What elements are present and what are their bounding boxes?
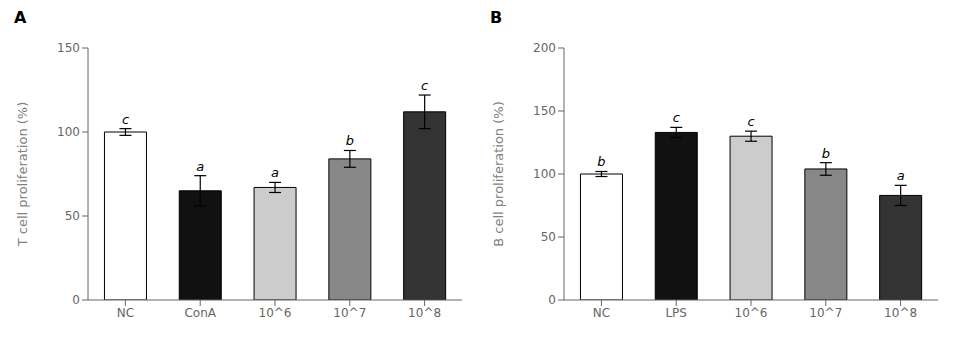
svg-text:50: 50 — [541, 230, 556, 244]
svg-text:0: 0 — [548, 293, 556, 307]
svg-text:c: c — [673, 110, 680, 125]
svg-text:c: c — [421, 78, 428, 93]
svg-text:b: b — [346, 133, 354, 148]
svg-text:b: b — [597, 154, 605, 169]
svg-text:LPS: LPS — [665, 306, 687, 320]
svg-text:150: 150 — [533, 104, 556, 118]
svg-text:10^7: 10^7 — [809, 306, 842, 320]
svg-text:c: c — [747, 114, 754, 129]
svg-text:50: 50 — [65, 209, 80, 223]
svg-text:100: 100 — [533, 167, 556, 181]
svg-text:200: 200 — [533, 41, 556, 55]
svg-text:0: 0 — [72, 293, 80, 307]
svg-text:10^8: 10^8 — [408, 306, 441, 320]
svg-text:150: 150 — [57, 41, 80, 55]
svg-text:10^6: 10^6 — [735, 306, 768, 320]
svg-text:B cell proliferation (%): B cell proliferation (%) — [491, 101, 506, 246]
svg-text:ConA: ConA — [184, 306, 216, 320]
svg-text:NC: NC — [593, 306, 610, 320]
svg-text:10^7: 10^7 — [333, 306, 366, 320]
svg-text:NC: NC — [117, 306, 134, 320]
svg-text:b: b — [822, 146, 830, 161]
svg-text:a: a — [271, 165, 279, 180]
svg-text:T cell proliferation (%): T cell proliferation (%) — [15, 102, 30, 247]
svg-text:a: a — [196, 159, 204, 174]
svg-text:10^8: 10^8 — [884, 306, 917, 320]
html-text:A: A — [14, 8, 27, 27]
svg-text:a: a — [897, 168, 905, 183]
svg-text:10^6: 10^6 — [259, 306, 292, 320]
html-text:B: B — [490, 8, 503, 27]
svg-text:c: c — [122, 112, 129, 127]
svg-text:100: 100 — [57, 125, 80, 139]
